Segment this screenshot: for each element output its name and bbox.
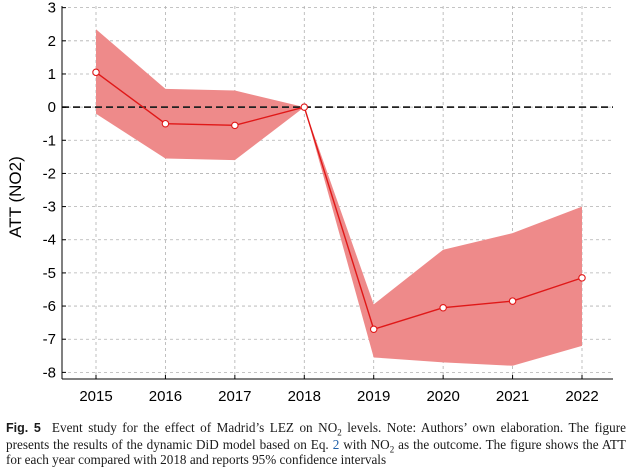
y-tick-label--1: -1 <box>43 132 56 149</box>
x-tick-labels: 2015 2016 2017 2018 2019 2020 2021 2022 <box>79 388 598 405</box>
caption-text-4: as the outcome. The figure shows the ATT… <box>6 436 626 468</box>
att-points-layer <box>92 68 586 334</box>
att-point-2016 <box>161 119 170 128</box>
confidence-band-layer <box>96 29 582 366</box>
att-point-2017 <box>231 121 239 130</box>
att-point-2022 <box>578 274 586 282</box>
att-series-line <box>95 71 583 331</box>
y-tick-labels: 3 2 1 0 -1 -2 -3 -4 -5 -6 -7 -8 <box>43 0 56 381</box>
y-tick-label-3: 3 <box>48 0 56 17</box>
y-tick-label--2: -2 <box>43 165 56 182</box>
x-tick-label-2015: 2015 <box>79 388 112 405</box>
att-point-2018 <box>300 103 309 111</box>
figure-label: Fig. 5 <box>6 421 41 435</box>
confidence-interval-band <box>96 29 582 366</box>
y-tick-label-1: 1 <box>48 66 56 83</box>
att-line-layer <box>95 71 583 331</box>
att-point-2020 <box>439 303 447 312</box>
y-tick-label--5: -5 <box>43 265 56 282</box>
x-tick-label-2018: 2018 <box>288 388 321 405</box>
att-point-2021 <box>508 297 517 305</box>
y-tick-label--3: -3 <box>43 199 56 216</box>
x-tick-label-2017: 2017 <box>218 388 251 405</box>
caption-subscript-1: 2 <box>337 427 342 438</box>
att-point-2015 <box>92 68 100 77</box>
y-tick-label--7: -7 <box>43 331 56 348</box>
y-tick-label-0: 0 <box>48 99 56 116</box>
att-point-2019 <box>369 325 378 334</box>
x-tick-label-2021: 2021 <box>496 388 529 405</box>
caption-subscript-2: 2 <box>389 444 395 455</box>
caption-text-3: with NO <box>339 436 390 452</box>
figure-caption: Fig. 5 Event study for the effect of Mad… <box>6 420 626 468</box>
y-tick-label-2: 2 <box>48 33 56 50</box>
axes-layer <box>61 6 613 380</box>
x-tick-label-2016: 2016 <box>149 388 182 405</box>
y-tick-label--4: -4 <box>43 232 56 249</box>
caption-text-2: levels. Note: Authors’ own elaboration. … <box>6 420 626 452</box>
x-tick-label-2020: 2020 <box>426 388 459 405</box>
y-tick-label--6: -6 <box>43 298 56 315</box>
x-tick-label-2019: 2019 <box>357 388 390 405</box>
caption-text-1: Event study for the effect of Madrid’s L… <box>51 420 338 435</box>
equation-reference-link[interactable]: 2 <box>332 436 340 452</box>
x-tick-label-2022: 2022 <box>565 388 598 405</box>
y-axis-title: ATT (NO2) <box>6 156 25 238</box>
y-tick-label--8: -8 <box>43 364 56 381</box>
